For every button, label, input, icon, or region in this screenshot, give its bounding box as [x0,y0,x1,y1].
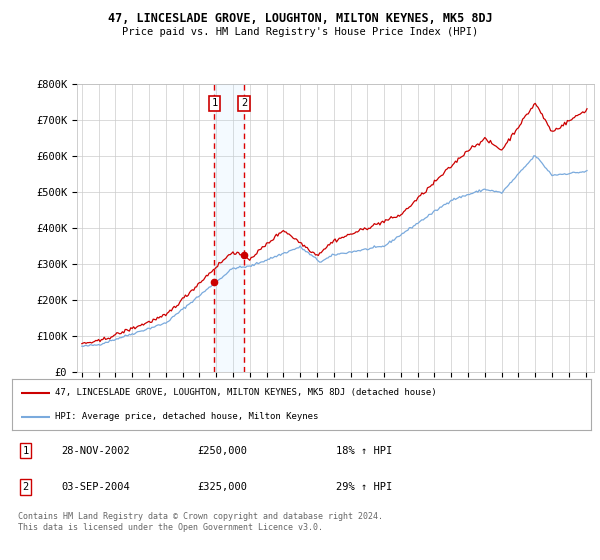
Text: 03-SEP-2004: 03-SEP-2004 [61,482,130,492]
Text: £250,000: £250,000 [197,446,247,456]
Text: 28-NOV-2002: 28-NOV-2002 [61,446,130,456]
Text: Price paid vs. HM Land Registry's House Price Index (HPI): Price paid vs. HM Land Registry's House … [122,27,478,37]
Text: 1: 1 [22,446,29,456]
Text: 29% ↑ HPI: 29% ↑ HPI [336,482,392,492]
Bar [214,84,244,372]
Text: 18% ↑ HPI: 18% ↑ HPI [336,446,392,456]
Text: Contains HM Land Registry data © Crown copyright and database right 2024.
This d: Contains HM Land Registry data © Crown c… [18,512,383,532]
Text: 47, LINCESLADE GROVE, LOUGHTON, MILTON KEYNES, MK5 8DJ: 47, LINCESLADE GROVE, LOUGHTON, MILTON K… [107,12,493,25]
Text: HPI: Average price, detached house, Milton Keynes: HPI: Average price, detached house, Milt… [55,412,319,422]
Text: 1: 1 [211,99,218,109]
Text: £325,000: £325,000 [197,482,247,492]
Text: 47, LINCESLADE GROVE, LOUGHTON, MILTON KEYNES, MK5 8DJ (detached house): 47, LINCESLADE GROVE, LOUGHTON, MILTON K… [55,388,437,397]
Text: 2: 2 [22,482,29,492]
Text: 2: 2 [241,99,247,109]
